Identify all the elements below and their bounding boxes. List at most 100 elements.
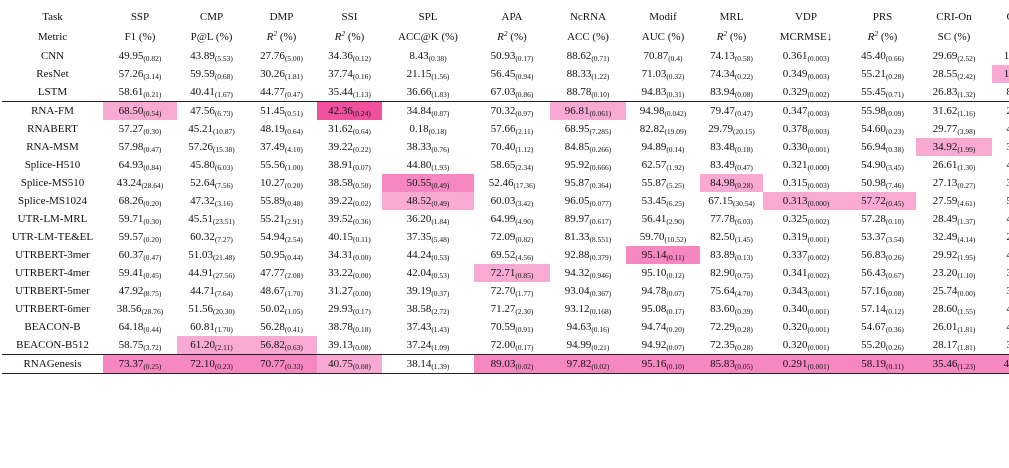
score-cell: 45.51(23.51) — [177, 210, 246, 228]
score-cell: 0.319(0.001) — [763, 228, 849, 246]
score-std: (0.87) — [431, 109, 450, 118]
score-cell: 39.22(0.02) — [317, 192, 382, 210]
model-name: RNA-MSM — [26, 141, 79, 153]
score-value: 64.93 — [118, 159, 144, 171]
score-std: (2.11) — [515, 127, 534, 136]
score-std: (28.64) — [141, 181, 164, 190]
score-cell: 39.19(0.37) — [382, 282, 474, 300]
model-name: BEACON-B512 — [16, 339, 89, 351]
score-cell: 0.378(0.003) — [763, 120, 849, 138]
score-value: 31.62 — [328, 123, 353, 135]
score-std: (0.85) — [515, 271, 534, 280]
score-std: (0.07) — [666, 343, 685, 352]
score-cell: 60.03(3.42) — [474, 192, 550, 210]
score-value: 94.74 — [641, 321, 667, 333]
score-value: 38.91 — [328, 159, 353, 171]
score-cell: 38.91(0.07) — [317, 156, 382, 174]
score-std: (30.54) — [732, 199, 755, 208]
score-std: (0.17) — [515, 343, 534, 352]
score-value: 58.65 — [490, 159, 516, 171]
model-name: CNN — [40, 50, 65, 62]
score-std: (0.17) — [666, 307, 685, 316]
score-std: (4.70) — [734, 289, 753, 298]
score-std: (0.002) — [807, 217, 830, 226]
score-std: (3.14) — [143, 72, 162, 81]
score-std: (0.91) — [515, 325, 534, 334]
score-std: (20.30) — [212, 307, 235, 316]
score-cell: 35.46(1.23) — [916, 354, 992, 374]
score-std: (0.76) — [431, 145, 450, 154]
score-cell: 93.12(0.168) — [550, 300, 626, 318]
score-value: 43.24 — [116, 177, 142, 189]
score-std: (4.61) — [957, 199, 976, 208]
score-std: (0.47) — [734, 163, 753, 172]
score-cell: 84.98(0.28) — [700, 174, 763, 192]
score-value: 48.67 — [260, 285, 285, 297]
score-value: 60.03 — [490, 195, 516, 207]
score-cell: 70.59(0.91) — [474, 318, 550, 336]
score-value: 28.49 — [932, 213, 958, 225]
table-row: Splice-MS1024 68.26(0.20) 47.32(3.16) 55.89… — [2, 192, 1009, 210]
score-value: 33.22 — [328, 267, 353, 279]
score-cell: 83.48(0.18) — [700, 138, 763, 156]
score-std: (0.45) — [143, 271, 162, 280]
score-std: (0.364) — [589, 181, 612, 190]
task-header-cell: MRL — [719, 11, 744, 23]
table-row: RNABERT 57.27(0.30) 45.21(10.87) 48.19(0.64… — [2, 120, 1009, 138]
score-std: (0.28) — [734, 325, 753, 334]
score-std: (4.56) — [515, 253, 534, 262]
score-cell: 64.93(0.84) — [103, 156, 177, 174]
score-value: 10.27 — [260, 177, 285, 189]
score-cell: 52.64(7.56) — [177, 174, 246, 192]
model-name: UTRBERT-6mer — [15, 303, 90, 315]
task-header-row: Task SSP CMP DMP SSI SPL APA NcRNA Modif MRL VDP P… — [2, 7, 1009, 27]
score-std: (0.00) — [352, 271, 371, 280]
score-value: 28.55 — [932, 68, 958, 80]
score-value: 31.62 — [932, 105, 958, 117]
score-std: (0.45) — [885, 199, 904, 208]
score-std: (0.12) — [666, 271, 685, 280]
score-value: 21.15 — [406, 68, 432, 80]
score-cell: 59.59(0.68) — [177, 65, 246, 83]
score-std: (0.367) — [589, 289, 612, 298]
score-cell: 36.66(1.83) — [382, 83, 474, 102]
score-cell: 0.291(0.001) — [763, 354, 849, 374]
score-value: 0.340 — [782, 303, 808, 315]
score-std: (0.003) — [807, 54, 830, 63]
score-cell: 34.84(0.87) — [382, 101, 474, 120]
score-value: 71.03 — [641, 68, 667, 80]
score-std: (0.47) — [143, 253, 162, 262]
score-value: 45.51 — [188, 213, 213, 225]
score-std: (0.02) — [591, 362, 610, 371]
model-name: RNA-FM — [2, 101, 103, 120]
score-value: 82.90 — [710, 267, 735, 279]
results-table: Task SSP CMP DMP SSI SPL APA NcRNA Modif MRL VDP P… — [2, 7, 1009, 374]
score-cell: 74.34(0.22) — [700, 65, 763, 83]
score-cell: 96.05(0.077) — [550, 192, 626, 210]
score-value: 32.49 — [932, 231, 958, 243]
score-value: 68.26 — [118, 195, 144, 207]
metric-name: AUC (%) — [641, 31, 685, 43]
score-value: 44.91 — [188, 267, 213, 279]
score-value: 0.315 — [782, 177, 808, 189]
score-cell: 51.56(20.30) — [177, 300, 246, 318]
score-std: (0.09) — [885, 109, 904, 118]
score-std: (20.15) — [732, 127, 755, 136]
score-std: (0.63) — [284, 343, 303, 352]
task-header-cell: DMP — [269, 11, 294, 23]
score-value: 0.337 — [782, 249, 808, 261]
score-value: 74.34 — [710, 68, 735, 80]
score-value: 56.28 — [260, 321, 285, 333]
table-row: Splice-MS510 43.24(28.64) 52.64(7.56) 10.27… — [2, 174, 1009, 192]
score-std: (0.84) — [143, 163, 162, 172]
score-std: (1.84) — [431, 217, 450, 226]
score-value: 40.41 — [190, 86, 215, 98]
score-std: (1.00) — [284, 163, 303, 172]
score-cell: 4.27(1.05) — [992, 120, 1009, 138]
score-std: (0.51) — [284, 109, 303, 118]
score-cell: 4.42(0.33) — [992, 318, 1009, 336]
metric-name: F1 (%) — [124, 31, 156, 43]
score-std: (0.47) — [143, 145, 162, 154]
score-cell: 53.37(3.54) — [849, 228, 916, 246]
score-value: 34.31 — [328, 249, 353, 261]
